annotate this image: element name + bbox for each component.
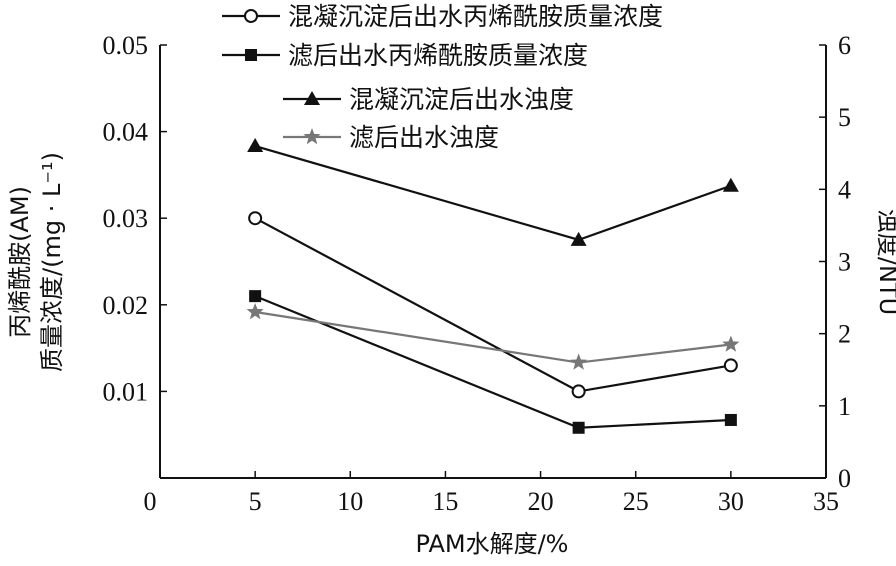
x-tick-label: 25	[623, 487, 649, 516]
legend-label: 混凝沉淀后出水浊度	[349, 85, 574, 114]
x-tick-label: 35	[813, 487, 839, 516]
y-right-tick-label: 0	[838, 464, 851, 493]
data-point	[248, 211, 263, 226]
x-tick-label: 10	[337, 487, 363, 516]
y-left-tick-label: 0.05	[103, 31, 149, 60]
data-point	[572, 421, 585, 434]
y-left-axis-title-line2: 质量浓度/(mg · L⁻¹)	[38, 152, 66, 372]
y-left-tick-label: 0.02	[103, 291, 149, 320]
legend-item: 滤后出水丙烯酰胺质量浓度	[222, 41, 588, 70]
legend: 混凝沉淀后出水丙烯酰胺质量浓度滤后出水丙烯酰胺质量浓度混凝沉淀后出水浊度滤后出水…	[222, 2, 663, 152]
y-right-tick-label: 5	[838, 103, 851, 132]
series-line	[254, 144, 732, 242]
series-1	[249, 290, 737, 434]
data-point	[722, 335, 740, 352]
series-3	[246, 303, 740, 370]
data-point	[723, 358, 738, 373]
data-point	[570, 353, 588, 370]
y-left-tick-label: 0.03	[103, 204, 149, 233]
data-point	[722, 177, 739, 192]
legend-marker	[303, 128, 321, 145]
y-left-axis-title-line1: 丙烯酰胺(AM)	[6, 186, 34, 338]
axes: 0 5 10 15 20 25 30 35 0.01 0.02 0.03 0.04 0.05 0 1 2 3 4 5…	[103, 31, 852, 516]
legend-item: 混凝沉淀后出水浊度	[283, 85, 574, 114]
x-tick-label: 30	[718, 487, 744, 516]
legend-label: 混凝沉淀后出水丙烯酰胺质量浓度	[288, 2, 663, 31]
legend-marker	[245, 49, 257, 61]
data-point	[724, 413, 737, 426]
y-right-tick-label: 2	[838, 320, 851, 349]
data-point	[246, 303, 264, 320]
y-left-tick-label: 0.04	[103, 118, 149, 147]
x-tick-label: 5	[249, 487, 262, 516]
legend-label: 滤后出水浊度	[349, 123, 499, 152]
legend-label: 滤后出水丙烯酰胺质量浓度	[288, 41, 588, 70]
series-line	[254, 295, 731, 429]
series-line	[254, 217, 732, 393]
series-2	[247, 138, 739, 246]
legend-marker	[304, 91, 320, 105]
x-tick-label: 15	[432, 487, 458, 516]
y-right-tick-label: 3	[838, 248, 851, 277]
series-0	[248, 211, 738, 399]
y-right-tick-label: 1	[838, 392, 851, 421]
data-point	[247, 138, 264, 153]
legend-marker	[244, 9, 258, 23]
x-tick-label: 20	[528, 487, 554, 516]
y-left-tick-label: 0.01	[103, 377, 149, 406]
y-right-tick-label: 4	[838, 175, 851, 204]
y-right-axis-title: 浊度/NTU	[874, 209, 896, 315]
x-tick-label: 0	[144, 487, 157, 516]
series-line	[254, 310, 731, 364]
y-right-tick-label: 6	[838, 31, 851, 60]
legend-item: 混凝沉淀后出水丙烯酰胺质量浓度	[222, 2, 663, 31]
legend-item: 滤后出水浊度	[283, 123, 499, 152]
x-axis-title: PAM水解度/%	[416, 530, 569, 558]
data-point	[570, 231, 587, 246]
data-point	[249, 290, 262, 303]
series-layer	[246, 138, 740, 434]
data-point	[571, 384, 586, 399]
